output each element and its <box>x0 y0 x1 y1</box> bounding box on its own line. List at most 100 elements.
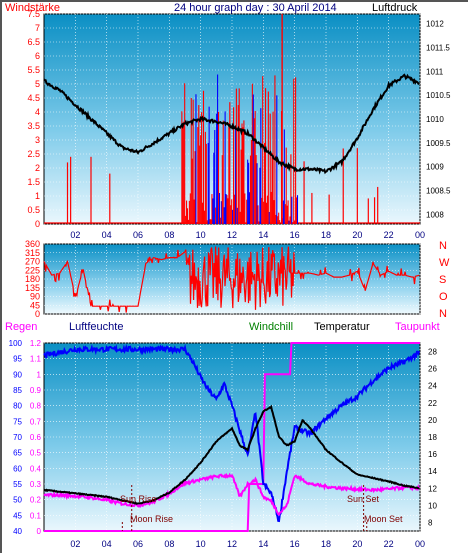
direction-tick-label: 180 <box>25 274 40 284</box>
temperature-label: Temperatur <box>314 321 370 333</box>
humidity-tick-label: 55 <box>13 480 22 489</box>
sun-rise-marker-label: Sun Rise <box>120 494 157 504</box>
pressure-tick-label: 1008 <box>426 210 444 219</box>
humidity-tick-label: 80 <box>13 402 22 411</box>
humidity-label: Luftfeuchte <box>69 321 123 333</box>
wind-tick-label: 0.5 <box>27 205 40 215</box>
temperature-tick-label: 22 <box>428 399 437 408</box>
direction-tick-label: 270 <box>25 257 40 267</box>
pressure-line <box>43 73 420 175</box>
rain-tick-label: 0 <box>37 527 42 536</box>
pressure-tick-label: 1008.5 <box>426 187 451 196</box>
hour-tick-label: 02 <box>70 539 80 549</box>
pressure-tick-label: 1011 <box>426 67 444 76</box>
humidity-line <box>43 343 421 523</box>
humidity-tick-label: 50 <box>13 496 22 505</box>
temperature-tick-label: 28 <box>428 348 437 357</box>
hour-tick-label: 22 <box>384 230 394 240</box>
direction-tick-label: 315 <box>25 248 40 258</box>
humidity-tick-label: 70 <box>13 433 22 442</box>
humidity-tick-label: 60 <box>13 464 22 473</box>
humidity-tick-label: 85 <box>13 386 22 395</box>
rain-tick-label: 1 <box>37 370 42 379</box>
humidity-tick-label: 65 <box>13 449 22 458</box>
direction-tick-label: 360 <box>25 239 40 249</box>
temperature-tick-label: 12 <box>428 484 437 493</box>
direction-tick-label: 135 <box>25 283 40 293</box>
rain-tick-label: 0.9 <box>30 386 42 395</box>
compass-label: O <box>439 291 448 303</box>
humidity-tick-label: 95 <box>13 355 22 364</box>
rain-tick-label: 1.2 <box>30 339 42 348</box>
sun-set-marker-label: Sun Set <box>347 494 380 504</box>
rain-tick-label: 0.4 <box>30 464 42 473</box>
direction-tick-label: 90 <box>30 292 40 302</box>
rain-tick-label: 1.1 <box>30 355 42 364</box>
wind-tick-label: 1.5 <box>27 177 40 187</box>
wind-tick-label: 3.5 <box>27 121 40 131</box>
temperature-tick-label: 8 <box>428 518 433 527</box>
wind-tick-label: 3 <box>35 135 40 145</box>
humidity-tick-label: 75 <box>13 417 22 426</box>
temperature-tick-label: 14 <box>428 467 437 476</box>
wind-strength-header: Windstärke <box>5 2 60 14</box>
air-pressure-header: Luftdruck <box>372 2 418 14</box>
wind-tick-label: 5 <box>35 79 40 89</box>
rain-label: Regen <box>5 321 37 333</box>
wind-tick-label: 2.5 <box>27 149 40 159</box>
rain-tick-label: 0.6 <box>30 433 42 442</box>
compass-label: N <box>439 240 447 252</box>
pressure-tick-label: 1010 <box>426 115 444 124</box>
rain-tick-label: 0.5 <box>30 449 42 458</box>
hour-tick-label: 10 <box>196 230 206 240</box>
pressure-tick-label: 1010.5 <box>426 91 451 100</box>
hour-tick-label: 06 <box>133 230 143 240</box>
hour-tick-label: 12 <box>227 539 237 549</box>
hour-tick-label: 14 <box>258 539 268 549</box>
wind-tick-label: 0 <box>35 219 40 229</box>
wind-direction-line <box>43 246 420 313</box>
rain-tick-label: 0.2 <box>30 496 42 505</box>
temperature-tick-label: 10 <box>428 501 437 510</box>
pressure-tick-label: 1012 <box>426 20 444 29</box>
hour-tick-label: 16 <box>290 230 300 240</box>
direction-tick-label: 225 <box>25 265 40 275</box>
hour-tick-label: 04 <box>102 539 112 549</box>
hour-tick-label: 12 <box>227 230 237 240</box>
wind-tick-label: 4.5 <box>27 93 40 103</box>
compass-label: W <box>439 257 450 269</box>
wind-tick-label: 4 <box>35 107 40 117</box>
wind-tick-label: 6 <box>35 51 40 61</box>
hour-tick-label: 04 <box>102 230 112 240</box>
humidity-tick-label: 90 <box>13 370 22 379</box>
hour-tick-label: 22 <box>384 539 394 549</box>
humidity-temperature-panel: Regen Luftfeuchte Windchill Temperatur T… <box>5 321 440 549</box>
humidity-tick-label: 100 <box>9 339 23 348</box>
rain-line <box>44 342 420 532</box>
temperature-tick-label: 16 <box>428 450 437 459</box>
wind-tick-label: 6.5 <box>27 37 40 47</box>
temperature-tick-label: 20 <box>428 416 437 425</box>
direction-tick-label: 0 <box>35 309 40 319</box>
dewpoint-line <box>43 472 421 517</box>
windchill-label: Windchill <box>249 321 293 333</box>
hour-tick-label: 02 <box>70 230 80 240</box>
pressure-tick-label: 1009 <box>426 163 444 172</box>
moon-rise-marker-label: Moon Rise <box>130 514 173 524</box>
wind-tick-label: 1 <box>35 191 40 201</box>
hour-tick-label: 16 <box>290 539 300 549</box>
temperature-tick-label: 26 <box>428 365 437 374</box>
temperature-tick-label: 24 <box>428 382 437 391</box>
graph-title: 24 hour graph day : 30 April 2014 <box>174 2 337 14</box>
pressure-tick-label: 1009.5 <box>426 139 451 148</box>
wind-tick-label: 7 <box>35 23 40 33</box>
humidity-tick-label: 45 <box>13 511 22 520</box>
hour-tick-label: 18 <box>321 230 331 240</box>
hour-tick-label: 14 <box>258 230 268 240</box>
hour-tick-label: 18 <box>321 539 331 549</box>
dewpoint-label: Taupunkt <box>395 321 440 333</box>
wind-pressure-panel: 00.511.522.533.544.555.566.577.5 1008100… <box>27 9 451 240</box>
